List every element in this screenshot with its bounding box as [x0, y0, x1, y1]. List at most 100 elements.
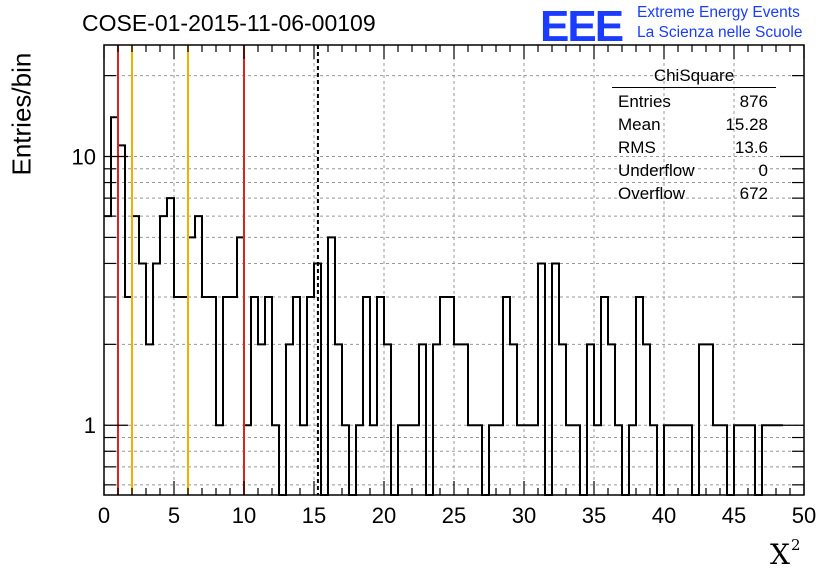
- histogram-bin: [286, 344, 293, 495]
- histogram-bin: [153, 263, 160, 495]
- histogram-bin: [167, 198, 174, 495]
- x-axis-label: X2: [770, 536, 801, 571]
- stats-value: 0: [758, 160, 768, 180]
- x-tick-label: 25: [442, 503, 466, 528]
- histogram-bin: [251, 297, 258, 495]
- histogram-bin: [566, 425, 573, 495]
- histogram-bin: [209, 297, 216, 495]
- histogram-bin: [398, 425, 405, 495]
- histogram-bin: [188, 237, 195, 495]
- histogram-bin: [734, 425, 741, 495]
- histogram-bin: [405, 425, 412, 495]
- stats-row-mean: Mean 15.28: [612, 113, 776, 136]
- histogram-bin: [769, 425, 776, 495]
- histogram-bin: [573, 425, 580, 495]
- y-axis-label: Entries/bin: [6, 52, 37, 176]
- stats-row-underflow: Underflow 0: [612, 159, 776, 182]
- histogram-bin: [328, 237, 335, 495]
- histogram-bin: [111, 117, 118, 495]
- histogram-bin: [671, 425, 678, 495]
- histogram-bin: [272, 425, 279, 495]
- chart-title: COSE-01-2015-11-06-00109: [82, 10, 376, 36]
- stats-label: Underflow: [618, 160, 695, 180]
- histogram-bin: [629, 425, 636, 495]
- y-tick-label: 1: [84, 413, 96, 438]
- stats-label: Entries: [618, 91, 671, 111]
- histogram-bin: [601, 297, 608, 495]
- stats-value: 15.28: [725, 114, 768, 134]
- histogram-bin: [468, 425, 475, 495]
- stats-row-entries: Entries 876: [612, 90, 776, 113]
- histogram-bin: [265, 297, 272, 495]
- histogram-bin: [139, 263, 146, 495]
- histogram-bin: [384, 344, 391, 495]
- stats-label: RMS: [618, 137, 656, 157]
- x-tick-label: 35: [582, 503, 606, 528]
- histogram-bin: [237, 237, 244, 495]
- histogram-bin: [125, 297, 132, 495]
- histogram-bin: [531, 425, 538, 495]
- histogram-bin: [664, 425, 671, 495]
- histogram-bin: [559, 344, 566, 495]
- histogram-bin: [762, 425, 769, 495]
- histogram-bin: [713, 425, 720, 495]
- histogram-bin: [706, 344, 713, 495]
- stats-title: ChiSquare: [612, 66, 776, 88]
- x-tick-label: 20: [372, 503, 396, 528]
- histogram-bin: [377, 297, 384, 495]
- y-tick-label: 10: [72, 145, 96, 170]
- histogram-bin: [363, 297, 370, 495]
- histogram-bin: [202, 297, 209, 495]
- stats-row-rms: RMS 13.6: [612, 136, 776, 159]
- stats-value: 876: [739, 91, 768, 111]
- histogram-bin: [552, 263, 559, 495]
- logo-line-2: La Scienza nelle Scuole: [637, 24, 803, 41]
- histogram-bin: [720, 425, 727, 495]
- logo-line-1: Extreme Energy Events: [637, 4, 800, 21]
- histogram-bin: [636, 297, 643, 495]
- x-tick-label: 45: [722, 503, 746, 528]
- histogram-bin: [118, 145, 125, 495]
- histogram-bin: [538, 263, 545, 495]
- histogram-bin: [489, 425, 496, 495]
- histogram-bin: [307, 297, 314, 495]
- histogram-bin: [594, 425, 601, 495]
- histogram-bin: [181, 297, 188, 495]
- histogram-bin: [146, 344, 153, 495]
- histogram-bin: [524, 425, 531, 495]
- histogram-bin: [741, 425, 748, 495]
- histogram-bin: [244, 425, 251, 495]
- histogram-bin: [496, 425, 503, 495]
- histogram-bin: [230, 297, 237, 495]
- x-tick-label: 0: [98, 503, 110, 528]
- histogram-bin: [223, 297, 230, 495]
- stats-box: ChiSquare Entries 876 Mean 15.28 RMS 13.…: [612, 66, 776, 205]
- stats-row-overflow: Overflow 672: [612, 182, 776, 205]
- histogram-bin: [300, 425, 307, 495]
- histogram-bin: [356, 425, 363, 495]
- histogram-bin: [776, 425, 783, 495]
- histogram-bin: [608, 344, 615, 495]
- histogram-bin: [685, 425, 692, 495]
- histogram-bin: [104, 216, 111, 495]
- histogram-bin: [461, 344, 468, 495]
- histogram-bin: [517, 425, 524, 495]
- histogram-bin: [174, 297, 181, 495]
- histogram-bin: [587, 344, 594, 495]
- histogram-bin: [132, 216, 139, 495]
- stats-label: Mean: [618, 114, 661, 134]
- histogram-bin: [643, 344, 650, 495]
- stats-label: Overflow: [618, 183, 686, 203]
- eee-logo: EEE: [540, 2, 624, 51]
- histogram-bin: [454, 344, 461, 495]
- logo-text: Extreme Energy Events La Scienza nelle S…: [637, 3, 802, 43]
- histogram-bin: [699, 344, 706, 495]
- x-tick-label: 50: [792, 503, 816, 528]
- histogram-bin: [440, 297, 447, 495]
- histogram-bin: [615, 425, 622, 495]
- histogram-outline: [104, 116, 783, 496]
- histogram-bin: [650, 425, 657, 495]
- x-tick-label: 10: [232, 503, 256, 528]
- histogram-bin: [216, 425, 223, 495]
